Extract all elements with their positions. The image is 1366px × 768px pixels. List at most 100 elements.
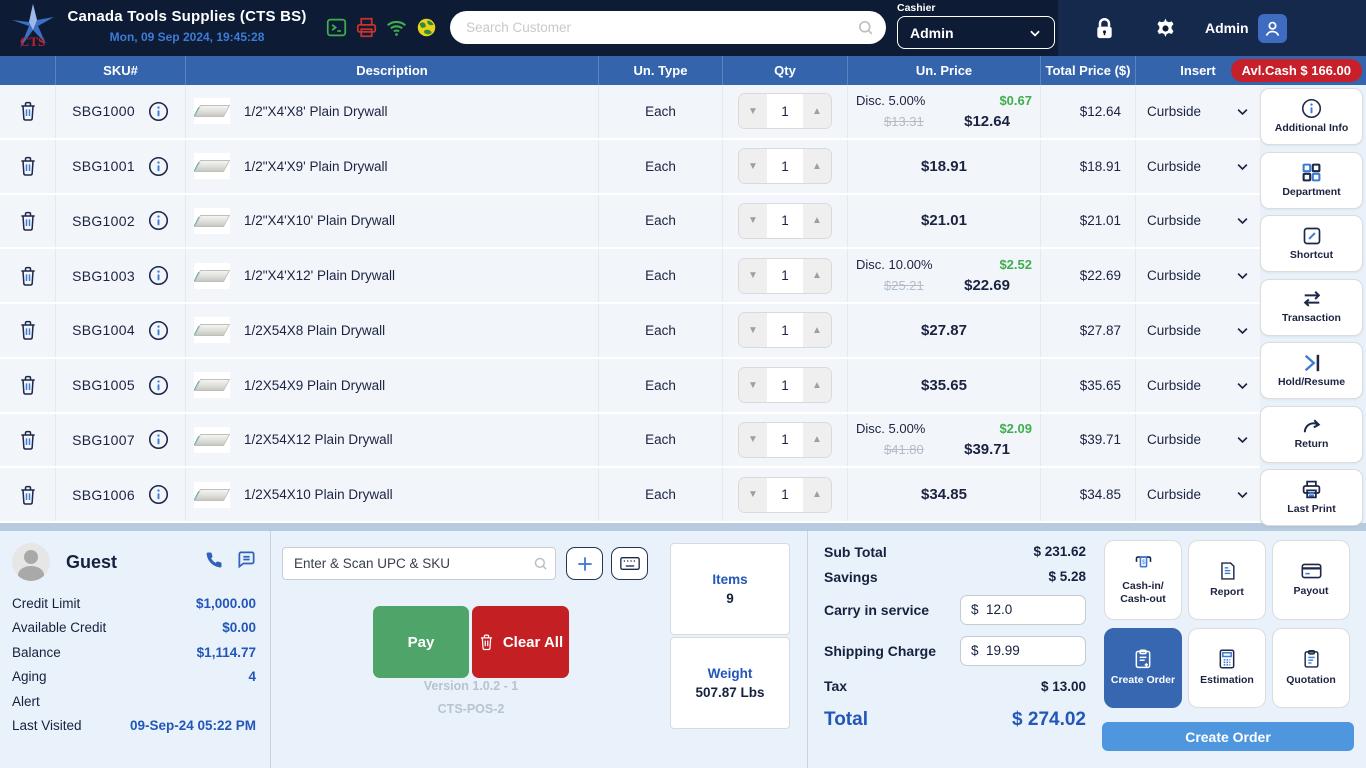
qty-stepper: ▼ 1 ▲ [738,93,832,130]
table-row: SBG1005 1/2X54X9 Plain Drywall Each ▼ 1 … [0,358,1260,414]
table-row: SBG1001 1/2"X4'X9' Plain Drywall Each ▼ … [0,139,1260,195]
original-price: $25.21 [884,278,924,294]
qty-decrement-button[interactable]: ▼ [739,313,767,348]
logged-in-user-name: Admin [1205,20,1249,36]
row-total-price: $21.01 [1040,194,1135,248]
qty-increment-button[interactable]: ▲ [803,149,831,184]
shipping-charge-row: Shipping Charge [824,630,1086,671]
qty-value[interactable]: 1 [781,487,789,503]
qty-increment-button[interactable]: ▲ [803,258,831,293]
cashier-select[interactable]: Admin [897,16,1055,49]
product-thumbnail [194,372,230,399]
row-unit-type: Each [598,468,722,521]
printer-icon [1302,480,1321,499]
qty-value[interactable]: 1 [781,103,789,119]
keyboard-button[interactable] [611,547,648,580]
qty-increment-button[interactable]: ▲ [803,313,831,348]
phone-icon[interactable] [205,551,223,574]
estimation-button[interactable]: Estimation [1188,628,1266,708]
wifi-status-icon [386,17,407,38]
shipping-charge-input[interactable] [960,635,1086,666]
qty-increment-button[interactable]: ▲ [803,203,831,238]
department-button[interactable]: Department [1260,151,1363,209]
add-item-button[interactable] [566,547,603,580]
qty-value[interactable]: 1 [781,268,789,284]
insert-method-dropdown[interactable]: Curbside [1135,85,1260,138]
hold-resume-button[interactable]: Hold/Resume [1260,342,1363,399]
shortcut-button[interactable]: Shortcut [1260,215,1363,272]
qty-decrement-button[interactable]: ▼ [739,258,767,293]
qty-decrement-button[interactable]: ▼ [739,368,767,403]
cash-in-out-button[interactable]: $ Cash-in/Cash-out [1104,540,1182,620]
settings-gear-icon[interactable] [1154,17,1177,45]
row-sku: SBG1006 [72,486,135,503]
terminal-status-icon [326,17,347,38]
qty-decrement-button[interactable]: ▼ [739,94,767,129]
delete-row-button[interactable] [0,140,55,193]
delete-row-button[interactable] [0,85,55,138]
info-icon[interactable] [148,156,169,177]
chat-icon[interactable] [237,550,256,574]
insert-method-dropdown[interactable]: Curbside [1135,304,1260,357]
info-icon[interactable] [148,265,169,286]
info-icon[interactable] [148,375,169,396]
insert-method-dropdown[interactable]: Curbside [1135,249,1260,302]
info-icon[interactable] [148,210,169,231]
return-button[interactable]: Return [1260,405,1363,463]
report-icon [1220,562,1235,580]
info-icon[interactable] [148,484,169,505]
carry-in-service-input[interactable] [960,594,1086,625]
qty-decrement-button[interactable]: ▼ [739,203,767,238]
delete-row-button[interactable] [0,249,55,302]
last-print-button[interactable]: Last Print [1260,469,1363,526]
create-order-icon [1135,649,1151,669]
qty-increment-button[interactable]: ▲ [803,94,831,129]
info-icon[interactable] [148,429,169,450]
qty-value[interactable]: 1 [781,377,789,393]
pay-button[interactable]: Pay [373,606,469,678]
qty-decrement-button[interactable]: ▼ [739,477,767,512]
quotation-button[interactable]: Quotation [1272,628,1350,708]
insert-method-dropdown[interactable]: Curbside [1135,139,1260,193]
qty-increment-button[interactable]: ▲ [803,422,831,457]
qty-increment-button[interactable]: ▲ [803,477,831,512]
insert-method-dropdown[interactable]: Curbside [1135,413,1260,467]
report-button[interactable]: Report [1188,540,1266,620]
qty-decrement-button[interactable]: ▼ [739,422,767,457]
payout-button[interactable]: Payout [1272,540,1350,620]
qty-decrement-button[interactable]: ▼ [739,149,767,184]
chevron-down-icon [1237,437,1248,444]
upc-sku-input[interactable] [282,547,556,580]
user-avatar-icon[interactable] [1258,14,1287,43]
create-order-button[interactable]: Create Order [1102,722,1354,751]
insert-method-value: Curbside [1147,268,1202,284]
qty-value[interactable]: 1 [781,213,789,229]
qty-value[interactable]: 1 [781,322,789,338]
info-icon[interactable] [148,101,169,122]
delete-row-button[interactable] [0,195,55,248]
transaction-button[interactable]: Transaction [1260,278,1363,336]
row-unit-price: $34.85 [921,486,967,504]
discount-amount: $2.09 [999,421,1032,437]
insert-method-dropdown[interactable]: Curbside [1135,358,1260,412]
delete-row-button[interactable] [0,468,55,521]
search-customer-input[interactable] [450,11,886,44]
column-qty: Qty [722,56,847,85]
qty-value[interactable]: 1 [781,158,789,174]
table-row: SBG1006 1/2X54X10 Plain Drywall Each ▼ 1… [0,468,1260,523]
qty-value[interactable]: 1 [781,432,789,448]
delete-row-button[interactable] [0,359,55,412]
info-icon[interactable] [148,320,169,341]
insert-method-dropdown[interactable]: Curbside [1135,194,1260,248]
qty-stepper: ▼ 1 ▲ [738,476,832,513]
delete-row-button[interactable] [0,304,55,357]
insert-method-dropdown[interactable]: Curbside [1135,468,1260,521]
delete-row-button[interactable] [0,414,55,467]
lock-icon[interactable] [1093,17,1116,45]
row-unit-price-discounted: Disc. 5.00% $2.09 $41.80 $39.71 [848,421,1040,458]
create-order-tile[interactable]: Create Order [1104,628,1182,708]
qty-increment-button[interactable]: ▲ [803,368,831,403]
additional-info-button[interactable]: Additional Info [1260,88,1363,145]
horizontal-scrollbar[interactable] [0,523,1366,531]
clear-all-button[interactable]: Clear All [472,606,569,678]
